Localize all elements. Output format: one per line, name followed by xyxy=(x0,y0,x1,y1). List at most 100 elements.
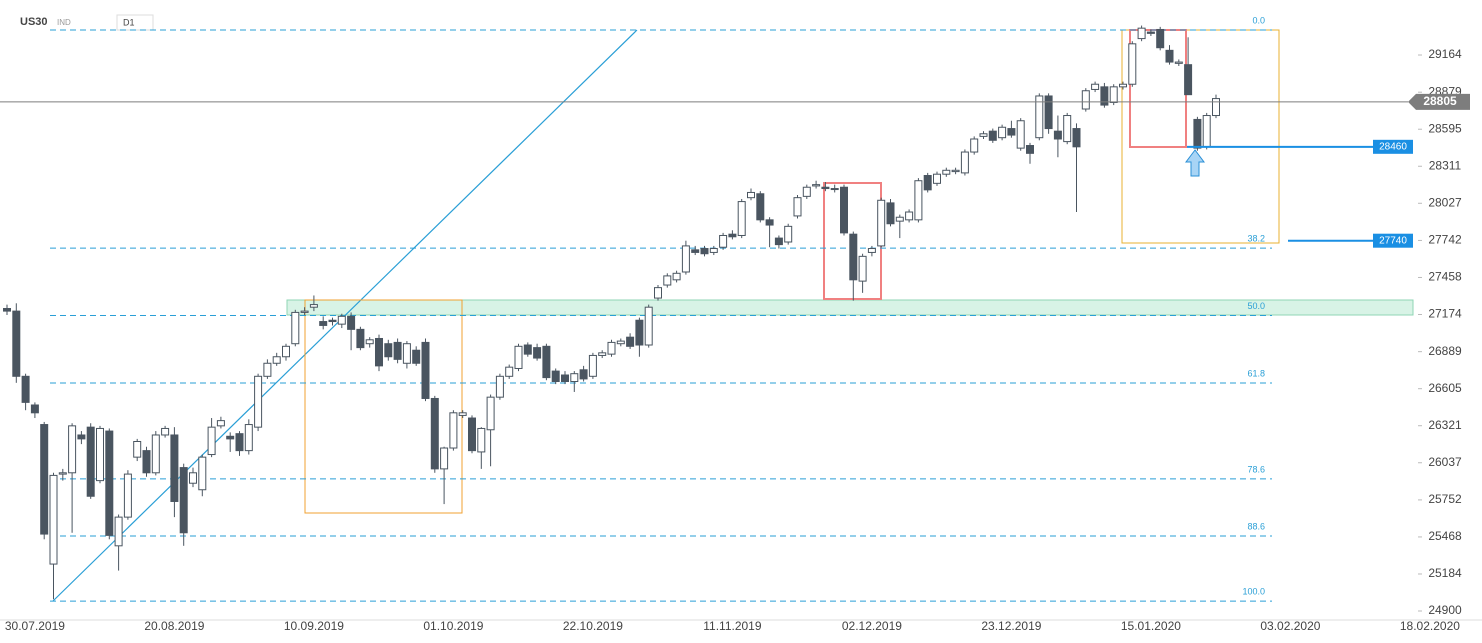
candle-body xyxy=(189,472,197,484)
candle-body xyxy=(254,375,263,428)
candle-body xyxy=(654,287,662,299)
candle-body xyxy=(3,308,11,312)
candle-body xyxy=(979,133,988,137)
x-tick-label: 23.12.2019 xyxy=(981,619,1041,633)
candle-body xyxy=(328,319,337,323)
candle-body xyxy=(533,347,542,359)
y-tick-label: 27458 xyxy=(1428,270,1462,284)
candle-body xyxy=(644,306,653,346)
candle-body xyxy=(356,328,365,349)
fib-label: 78.6 xyxy=(1247,464,1265,474)
candle-body xyxy=(58,472,67,475)
candle-body xyxy=(319,321,328,326)
candle-body xyxy=(21,375,30,403)
candle-body xyxy=(1035,95,1044,139)
candle-body xyxy=(635,319,644,346)
candle-body xyxy=(960,151,969,174)
fib-label: 100.0 xyxy=(1242,586,1265,596)
y-tick-label: 28311 xyxy=(1429,158,1462,172)
candle-body xyxy=(421,341,430,399)
candle-body xyxy=(440,447,449,470)
candle-body xyxy=(923,175,932,191)
candle-body xyxy=(430,397,439,470)
candle-body xyxy=(607,341,616,355)
candle-body xyxy=(561,374,569,383)
candle-body xyxy=(96,427,104,482)
candle-body xyxy=(1165,49,1174,63)
candle-body xyxy=(1156,28,1165,49)
candle-body xyxy=(1193,118,1202,149)
candle-body xyxy=(700,248,709,255)
candle-body xyxy=(691,249,700,253)
highlight-box xyxy=(304,299,463,514)
candle-body xyxy=(821,186,830,190)
candle-body xyxy=(514,345,523,369)
candle-body xyxy=(998,126,1007,139)
candle-body xyxy=(282,345,290,358)
candle-body xyxy=(942,169,951,175)
candle-body xyxy=(68,425,77,474)
candle-body xyxy=(477,427,486,453)
x-tick-label: 11.11.2019 xyxy=(703,619,762,633)
candle-body xyxy=(914,180,923,221)
candle-body xyxy=(449,412,458,449)
candle-body xyxy=(784,225,793,243)
candle-body xyxy=(933,173,941,184)
candle-body xyxy=(747,191,755,199)
candle-body xyxy=(849,233,858,281)
candle-body xyxy=(402,343,411,364)
x-tick-label: 01.10.2019 xyxy=(423,619,483,633)
support-zone xyxy=(286,299,1414,316)
y-tick-label: 26889 xyxy=(1428,344,1462,358)
candle-body xyxy=(505,366,514,377)
candle-body xyxy=(905,211,914,221)
candle-body xyxy=(951,169,960,173)
candle-body xyxy=(347,315,356,330)
candle-body xyxy=(300,310,309,313)
candle-body xyxy=(756,193,765,221)
y-tick-label: 26321 xyxy=(1428,418,1462,432)
candle-body xyxy=(830,188,839,191)
candle-body xyxy=(123,473,132,518)
y-tick-label: 25468 xyxy=(1428,529,1462,543)
candle-body xyxy=(235,433,244,452)
candle-body xyxy=(1063,115,1072,143)
candle-body xyxy=(105,430,114,536)
candle-body xyxy=(337,315,346,325)
fib-label: 50.0 xyxy=(1247,301,1265,311)
candle-body xyxy=(133,440,142,458)
candle-body xyxy=(1146,31,1155,34)
candle-body xyxy=(1007,128,1016,136)
candle-body xyxy=(86,426,95,497)
x-tick-label: 22.10.2019 xyxy=(563,619,623,633)
price-tag-label: 28805 xyxy=(1423,94,1457,108)
candle-body xyxy=(468,417,476,452)
x-tick-label: 30.07.2019 xyxy=(5,619,65,633)
y-tick-label: 29164 xyxy=(1428,47,1462,61)
candle-body xyxy=(1212,98,1220,117)
candle-body xyxy=(840,186,848,234)
candle-body xyxy=(179,467,188,534)
candle-body xyxy=(77,434,86,440)
candle-body xyxy=(1053,130,1062,140)
candle-body xyxy=(170,434,179,502)
interval[interactable]: D1 xyxy=(123,17,135,27)
fib-label: 0.0 xyxy=(1252,15,1265,25)
candle-body xyxy=(970,138,979,153)
y-tick-label: 28027 xyxy=(1428,195,1462,209)
candle-body xyxy=(886,202,895,225)
candle-body xyxy=(774,237,783,246)
candle-body xyxy=(1137,27,1146,40)
candle-body xyxy=(272,356,281,364)
candle-body xyxy=(551,370,560,383)
candle-body xyxy=(114,516,123,547)
price-tag xyxy=(1373,233,1413,248)
candle-body xyxy=(198,456,207,491)
candle-body xyxy=(1119,83,1127,88)
candle-body xyxy=(49,474,58,565)
x-tick-label: 18.02.2020 xyxy=(1400,619,1460,633)
candle-body xyxy=(663,275,672,286)
candle-body xyxy=(1109,86,1118,103)
price-tag xyxy=(1408,93,1470,110)
y-tick-label: 24900 xyxy=(1428,603,1462,617)
